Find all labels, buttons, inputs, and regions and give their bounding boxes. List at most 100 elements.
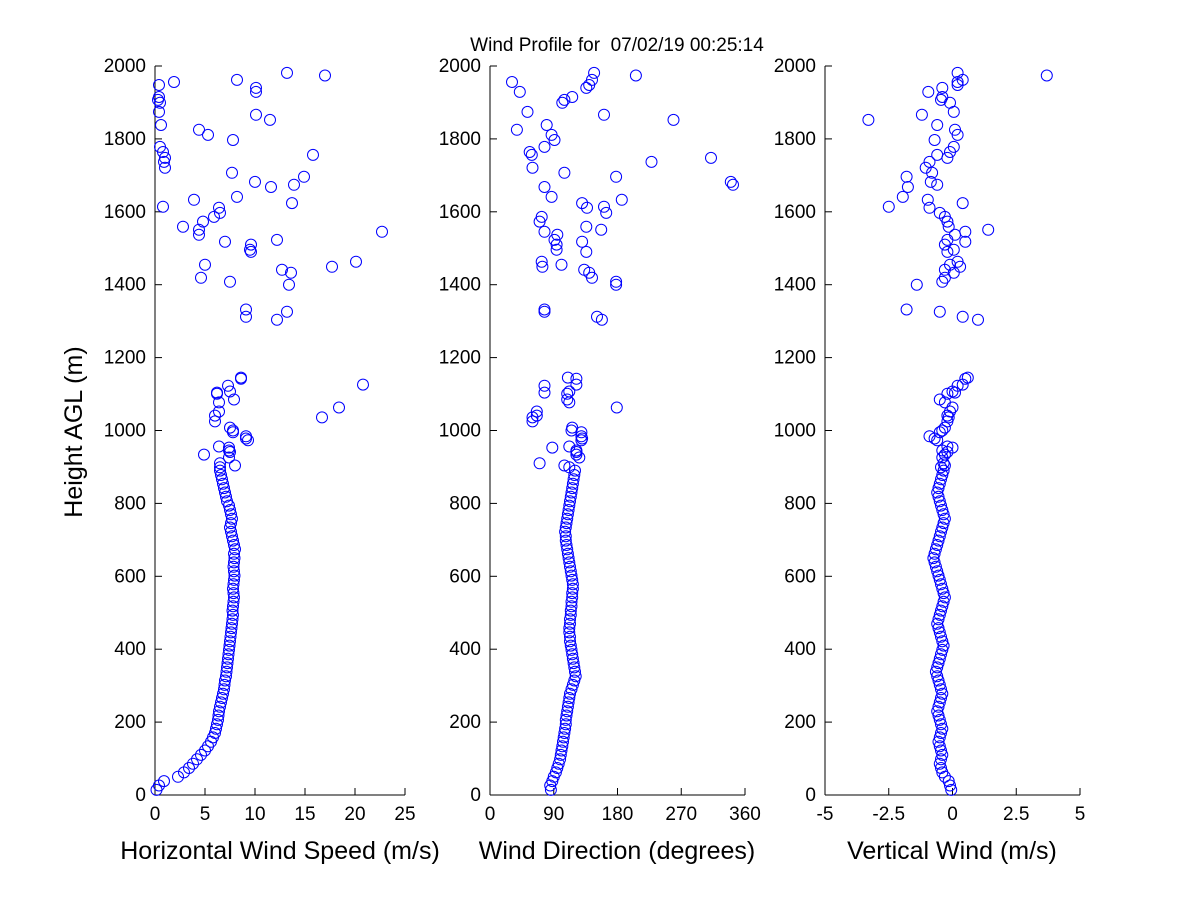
- data-point: [931, 705, 944, 718]
- data-point: [213, 440, 225, 453]
- data-point: [932, 657, 945, 670]
- y-tick-label: 1200: [439, 348, 481, 369]
- data-point: [216, 692, 228, 704]
- data-point: [219, 486, 231, 499]
- data-point: [231, 190, 243, 203]
- x-tick-label: 0: [485, 804, 496, 825]
- data-point: [982, 223, 995, 236]
- data-point: [159, 151, 171, 164]
- data-point: [610, 275, 623, 288]
- data-point: [538, 303, 551, 316]
- data-point: [598, 200, 610, 213]
- data-point: [226, 613, 239, 626]
- data-point: [223, 639, 236, 652]
- data-point: [228, 552, 241, 565]
- data-point: [560, 709, 573, 722]
- data-point: [564, 608, 577, 621]
- data-point: [223, 451, 235, 464]
- data-point: [932, 622, 945, 635]
- x-tick-label: 2.5: [1003, 804, 1029, 825]
- data-point: [935, 525, 947, 538]
- data-point: [629, 69, 642, 82]
- data-point: [214, 457, 226, 470]
- data-point: [376, 225, 388, 238]
- data-point: [228, 565, 240, 578]
- data-point: [569, 670, 582, 683]
- data-point: [245, 238, 257, 251]
- data-point: [225, 525, 237, 538]
- data-point: [944, 405, 956, 418]
- data-point: [951, 255, 964, 268]
- data-point: [567, 473, 580, 486]
- data-point: [228, 556, 240, 569]
- data-point: [557, 731, 570, 744]
- data-point: [570, 444, 583, 457]
- y-tick-label: 600: [784, 566, 816, 587]
- data-point: [565, 486, 578, 499]
- data-point: [281, 66, 293, 79]
- data-point: [228, 547, 240, 560]
- data-point: [221, 495, 233, 508]
- x-axis-label-horizontal-wind-speed: Horizontal Wind Speed (m/s): [120, 837, 440, 865]
- data-point: [225, 622, 238, 635]
- data-point: [567, 657, 580, 670]
- data-point: [935, 630, 947, 643]
- data-point: [935, 648, 947, 661]
- data-point: [551, 228, 564, 241]
- data-point: [220, 665, 233, 678]
- data-point: [941, 440, 954, 453]
- data-point: [936, 424, 949, 437]
- data-point: [559, 530, 572, 543]
- data-point: [580, 245, 593, 258]
- data-point: [933, 652, 946, 665]
- data-point: [936, 635, 949, 648]
- scatter-series: [506, 66, 739, 796]
- data-point: [228, 573, 240, 586]
- data-point: [569, 665, 581, 678]
- data-point: [227, 578, 240, 591]
- data-point: [244, 243, 256, 256]
- data-point: [211, 718, 223, 731]
- data-point: [937, 517, 950, 530]
- data-point: [559, 718, 572, 731]
- data-point: [933, 206, 946, 219]
- data-point: [538, 225, 551, 238]
- data-point: [935, 718, 947, 731]
- data-point: [936, 722, 949, 735]
- data-point: [580, 81, 593, 94]
- data-point: [931, 434, 944, 447]
- data-point: [564, 565, 577, 578]
- data-point: [575, 430, 588, 443]
- data-point: [521, 105, 534, 118]
- data-point: [935, 683, 947, 696]
- y-tick-label: 1200: [774, 348, 816, 369]
- data-point: [544, 783, 557, 796]
- data-point: [558, 93, 571, 106]
- data-point: [559, 534, 572, 547]
- x-tick-label: 0: [150, 804, 161, 825]
- data-point: [929, 560, 942, 573]
- data-point: [610, 170, 623, 183]
- data-point: [216, 473, 228, 486]
- data-point: [549, 766, 562, 779]
- data-point: [213, 396, 225, 409]
- data-point: [557, 735, 569, 748]
- data-point: [225, 508, 237, 521]
- data-point: [222, 648, 235, 661]
- y-tick-label: 800: [449, 493, 481, 514]
- data-point: [564, 490, 577, 503]
- data-point: [214, 464, 226, 477]
- data-point: [226, 604, 239, 617]
- data-point: [227, 534, 239, 547]
- data-point: [218, 683, 230, 696]
- data-point: [935, 473, 947, 486]
- y-tick-label: 0: [805, 785, 816, 806]
- data-point: [862, 113, 875, 126]
- data-point: [936, 275, 949, 288]
- data-point: [281, 305, 293, 318]
- data-point: [932, 534, 945, 547]
- data-point: [563, 626, 576, 639]
- data-point: [563, 385, 576, 398]
- data-point: [193, 228, 205, 241]
- data-point: [937, 508, 950, 521]
